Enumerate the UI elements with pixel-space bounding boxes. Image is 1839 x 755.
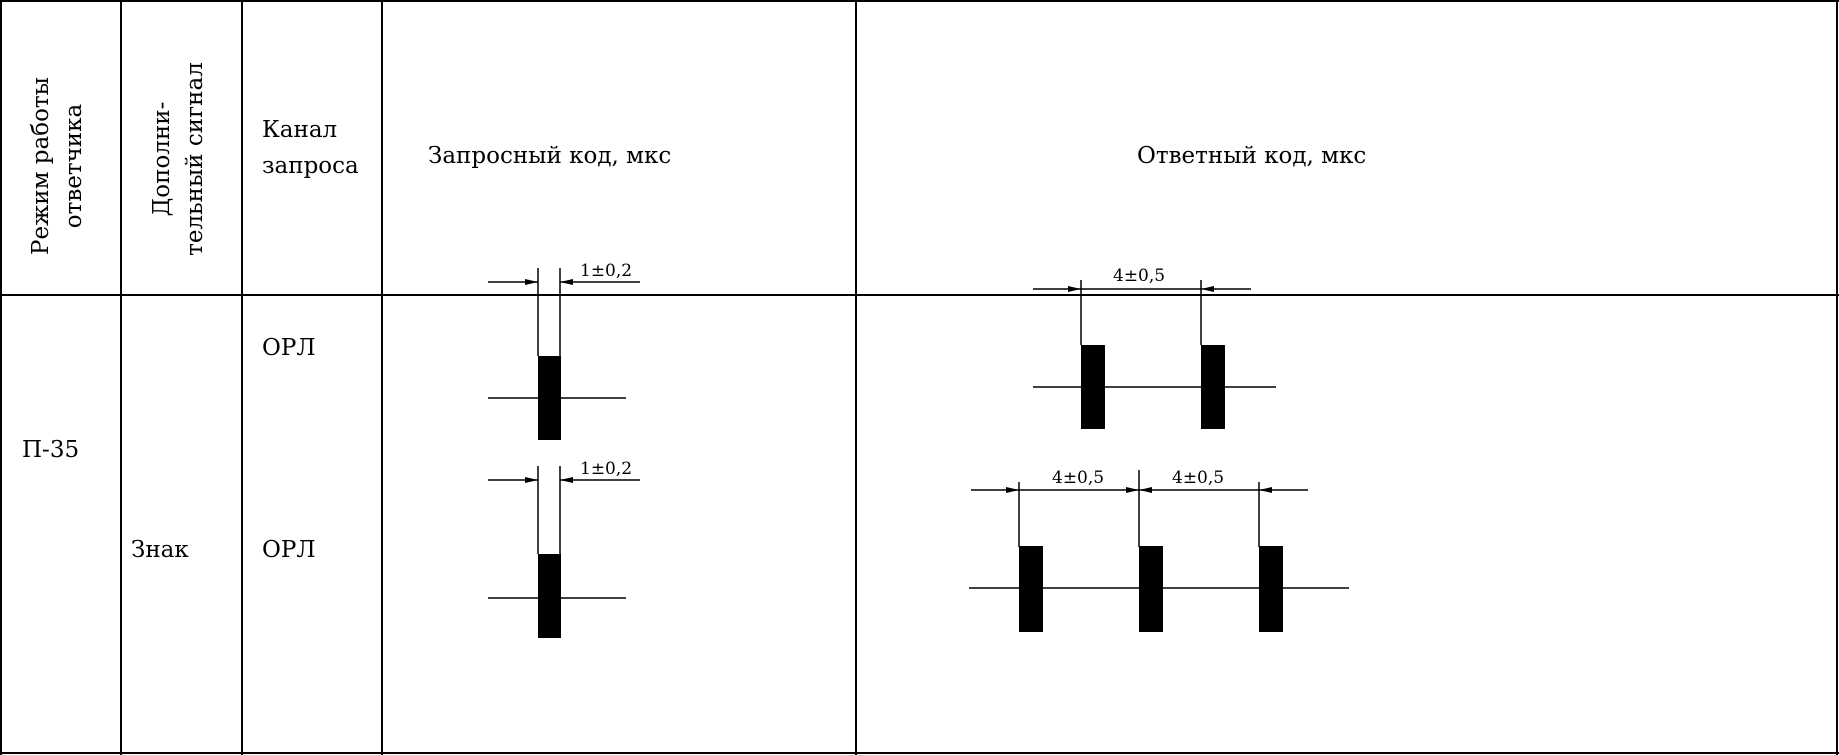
- header-channel-line1: Канал: [262, 117, 338, 143]
- row2-channel: ОРЛ: [262, 537, 316, 563]
- row1-channel: ОРЛ: [262, 335, 316, 361]
- header-response-code: Ответный код, мкс: [1137, 143, 1367, 169]
- header-channel-line2: запроса: [262, 153, 359, 179]
- row2-signal: Знак: [131, 537, 189, 563]
- table-border-right: [1836, 0, 1838, 755]
- table-border-bottom: [0, 752, 1839, 754]
- column-divider-2: [241, 0, 243, 755]
- column-divider-3: [381, 0, 383, 755]
- response-dim-label-row2-b: 4±0,5: [1172, 468, 1224, 488]
- request-dim-label-row1: 1±0,2: [580, 261, 632, 281]
- response-dim-label-row2-a: 4±0,5: [1052, 468, 1104, 488]
- request-dim-label-row2: 1±0,2: [580, 459, 632, 479]
- table-border-top: [0, 0, 1839, 2]
- mode-value: П-35: [22, 437, 80, 463]
- header-channel: Канал запроса: [262, 112, 359, 184]
- column-divider-4: [855, 0, 857, 755]
- header-divider: [0, 294, 1839, 296]
- response-dim-label-row1: 4±0,5: [1113, 266, 1165, 286]
- header-request-code: Запросный код, мкс: [428, 143, 672, 169]
- table-border-left: [0, 0, 2, 755]
- column-divider-1: [120, 0, 122, 755]
